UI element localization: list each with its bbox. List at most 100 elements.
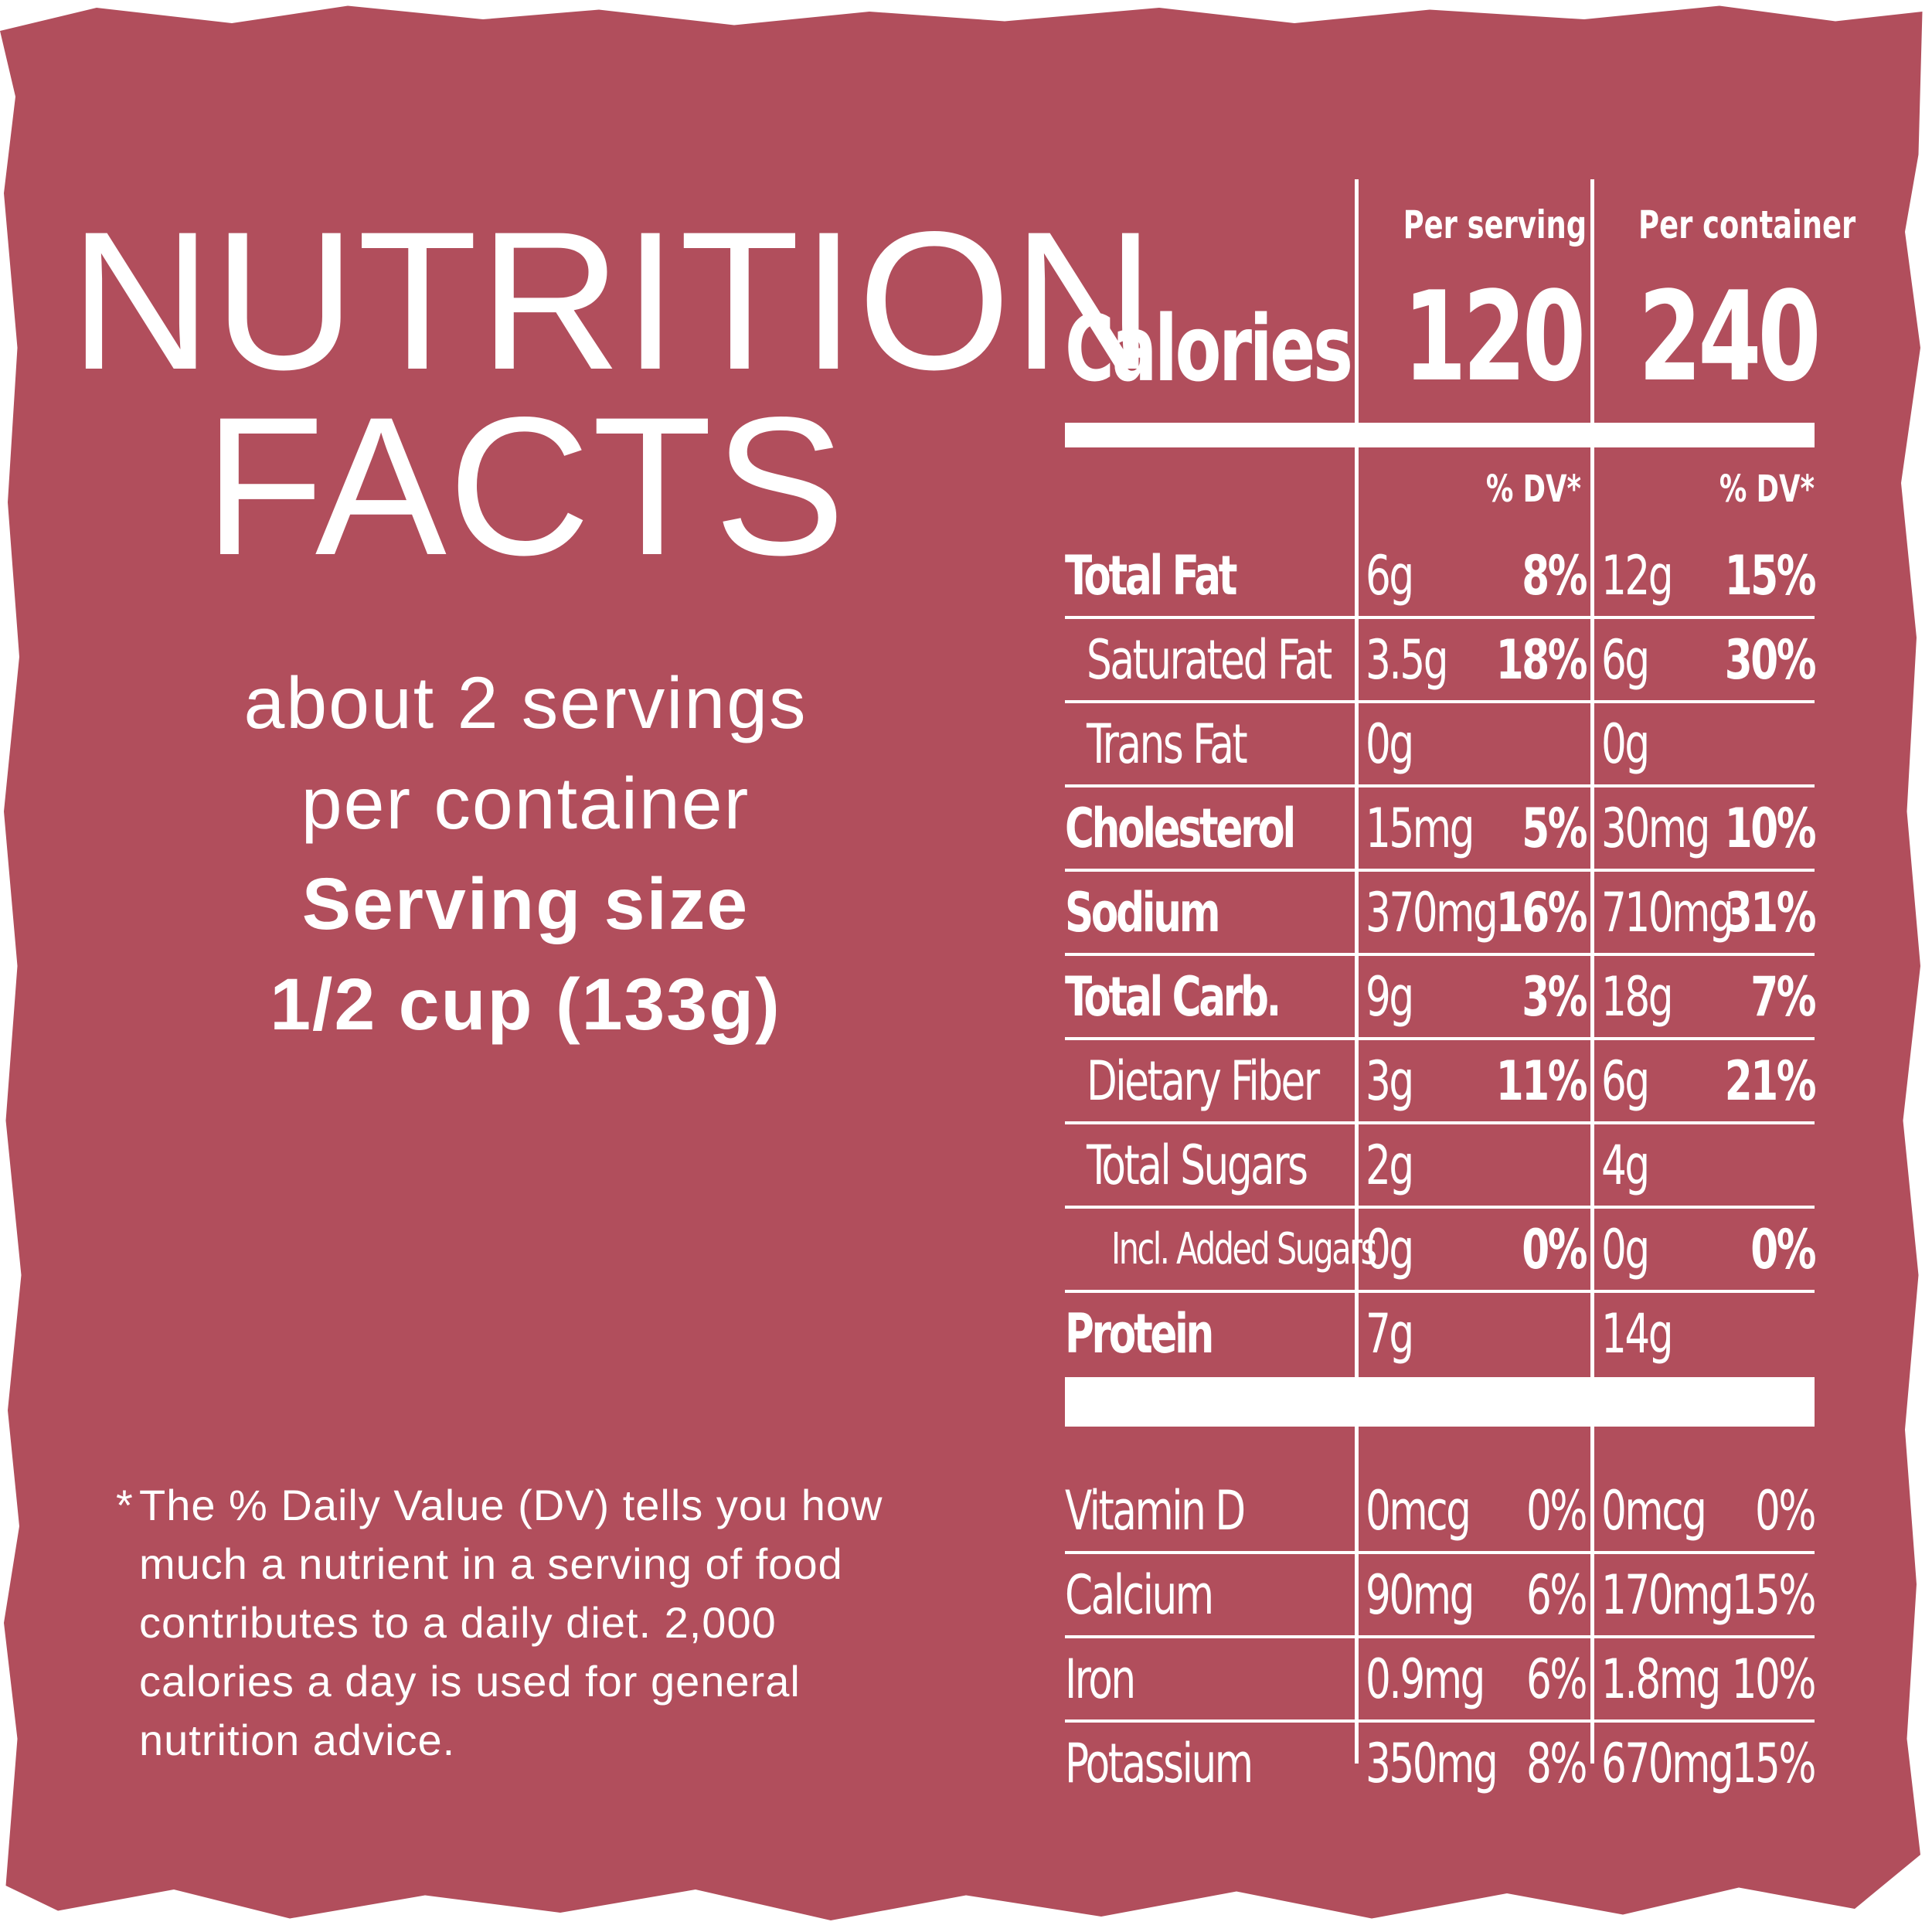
- serving-amount: 7g: [1366, 1302, 1414, 1366]
- calories-rule: [1065, 423, 1815, 447]
- vitamin-rule: [1065, 1377, 1815, 1427]
- title-line-2: FACTS: [204, 376, 847, 597]
- vitamin-container-dv: 0%: [1754, 1479, 1816, 1543]
- serving-amount: 0g: [1366, 713, 1414, 776]
- serving-dv: 0%: [1522, 1218, 1587, 1281]
- container-dv: 31%: [1724, 881, 1817, 944]
- column-divider: [1355, 179, 1359, 1764]
- servings-per-container: about 2 servings per container: [70, 653, 981, 854]
- nutrient-name: Trans Fat: [1087, 713, 1248, 776]
- serving-size-label: Serving size: [301, 863, 750, 945]
- servings-line-2: per container: [301, 763, 750, 845]
- footnote-star: *: [116, 1481, 134, 1529]
- nutrition-summary: NUTRITION FACTS about 2 servings per con…: [70, 191, 1157, 1055]
- row-divider: [1065, 869, 1815, 872]
- title-line-1: NUTRITION: [70, 191, 1157, 411]
- row-divider: [1065, 1719, 1815, 1723]
- vitamin-container-dv: 10%: [1731, 1648, 1817, 1711]
- footnote-line: calories a day is used for general: [139, 1657, 801, 1706]
- row-divider: [1065, 784, 1815, 787]
- vitamin-name: Calcium: [1065, 1563, 1214, 1627]
- dv-footnote: * The % Daily Value (DV) tells you how m…: [116, 1476, 1005, 1770]
- container-amount: 6g: [1601, 1049, 1650, 1113]
- serving-amount: 9g: [1366, 965, 1414, 1029]
- dv-header-container: % DV*: [1719, 468, 1815, 511]
- dv-header-serving: % DV*: [1485, 468, 1581, 511]
- container-amount: 0g: [1601, 1218, 1650, 1281]
- vitamin-serving-amount: 350mg: [1366, 1732, 1498, 1795]
- serving-amount: 3g: [1366, 1049, 1414, 1113]
- vitamin-serving-dv: 6%: [1526, 1648, 1587, 1711]
- footnote-line: nutrition advice.: [139, 1716, 456, 1764]
- serving-amount: 2g: [1366, 1134, 1414, 1197]
- nutrient-name: Cholesterol: [1065, 797, 1296, 860]
- container-amount: 14g: [1601, 1302, 1674, 1366]
- serving-size: Serving size 1/2 cup (133g): [70, 854, 981, 1055]
- vitamin-serving-dv: 8%: [1526, 1732, 1587, 1795]
- serving-amount: 6g: [1366, 544, 1414, 607]
- vitamin-container-amount: 0mcg: [1601, 1479, 1707, 1543]
- serving-dv: 18%: [1495, 628, 1588, 692]
- nutrient-name: Total Fat: [1065, 544, 1237, 607]
- serving-dv: 8%: [1522, 544, 1587, 607]
- footnote-line: The % Daily Value (DV) tells you how: [139, 1481, 883, 1529]
- nutrient-name: Protein: [1065, 1302, 1214, 1366]
- serving-dv: 5%: [1522, 797, 1587, 860]
- container-amount: 0g: [1601, 713, 1650, 776]
- serving-amount: 15mg: [1366, 797, 1475, 860]
- nutrient-name: Saturated Fat: [1087, 628, 1332, 692]
- container-dv: 0%: [1750, 1218, 1816, 1281]
- vitamin-container-amount: 1.8mg: [1601, 1648, 1721, 1711]
- container-dv: 7%: [1750, 965, 1816, 1029]
- vitamin-container-dv: 15%: [1731, 1563, 1817, 1627]
- serving-dv: 16%: [1495, 881, 1588, 944]
- vitamin-name: Iron: [1065, 1648, 1136, 1711]
- per-container-header: Per container: [1638, 202, 1856, 247]
- vitamin-container-amount: 670mg: [1601, 1732, 1734, 1795]
- calories-per-container: 240: [1638, 264, 1821, 409]
- footnote-line: contributes to a daily diet. 2,000: [139, 1598, 777, 1647]
- container-amount: 4g: [1601, 1134, 1650, 1197]
- calories-per-serving: 120: [1403, 264, 1587, 409]
- vitamin-container-dv: 15%: [1731, 1732, 1817, 1795]
- vitamin-serving-dv: 0%: [1526, 1479, 1587, 1543]
- vitamin-container-amount: 170mg: [1601, 1563, 1734, 1627]
- vitamin-name: Potassium: [1065, 1732, 1253, 1795]
- per-serving-header: Per serving: [1403, 202, 1587, 247]
- serving-dv: 3%: [1522, 965, 1587, 1029]
- nutrition-facts-table: Per serving Per container Calories 120 240 % …: [1065, 179, 1856, 1795]
- container-dv: 15%: [1724, 544, 1817, 607]
- serving-amount: 370mg: [1366, 881, 1498, 944]
- serving-dv: 11%: [1495, 1049, 1588, 1113]
- container-amount: 18g: [1601, 965, 1674, 1029]
- container-dv: 21%: [1724, 1049, 1817, 1113]
- column-divider: [1590, 179, 1594, 1764]
- vitamin-serving-amount: 0.9mg: [1366, 1648, 1485, 1711]
- vitamin-serving-amount: 90mg: [1366, 1563, 1475, 1627]
- vitamin-serving-dv: 6%: [1526, 1563, 1587, 1627]
- servings-line-1: about 2 servings: [243, 662, 808, 744]
- container-amount: 6g: [1601, 628, 1650, 692]
- nutrient-name: Sodium: [1065, 881, 1221, 944]
- serving-amount: 3.5g: [1366, 628, 1449, 692]
- nutrient-name: Dietary Fiber: [1087, 1049, 1320, 1113]
- row-divider: [1065, 1037, 1815, 1040]
- vitamin-serving-amount: 0mcg: [1366, 1479, 1471, 1543]
- row-divider: [1065, 616, 1815, 619]
- row-divider: [1065, 1635, 1815, 1638]
- vitamin-name: Vitamin D: [1065, 1479, 1246, 1543]
- serving-amount: 0g: [1366, 1218, 1414, 1281]
- nutrient-name: Total Carb.: [1065, 965, 1281, 1029]
- row-divider: [1065, 1206, 1815, 1209]
- row-divider: [1065, 1121, 1815, 1124]
- container-dv: 30%: [1724, 628, 1817, 692]
- footnote-line: much a nutrient in a serving of food: [139, 1539, 843, 1588]
- row-divider: [1065, 953, 1815, 956]
- container-amount: 12g: [1601, 544, 1674, 607]
- row-divider: [1065, 1551, 1815, 1554]
- row-divider: [1065, 1290, 1815, 1293]
- calories-label: Calories: [1065, 295, 1353, 402]
- row-divider: [1065, 700, 1815, 703]
- nutrient-name: Total Sugars: [1087, 1134, 1308, 1197]
